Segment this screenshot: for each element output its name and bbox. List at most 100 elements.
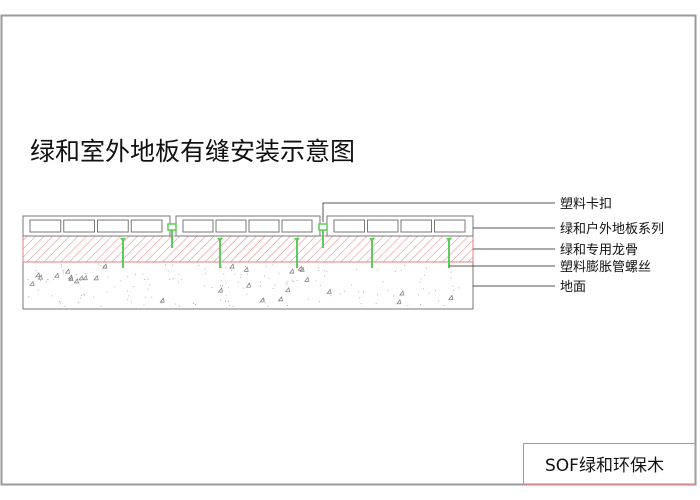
ground-texture [27,263,460,308]
speckle [394,271,396,273]
board-cavity [367,219,399,233]
speckle [286,283,288,285]
speckle [404,264,406,266]
speckle [407,305,409,307]
speckle [376,293,378,295]
aggregate-mark [73,278,79,284]
speckle [324,275,326,277]
speckle [285,282,287,284]
label-ground: 地面 [560,280,586,295]
joist-layer [22,235,474,263]
aggregate-mark [399,290,405,296]
aggregate-mark [229,263,235,269]
speckle [264,299,266,301]
speckle [339,293,341,295]
aggregate-mark [243,266,249,272]
speckle [60,303,62,305]
drawing-frame [0,14,697,486]
speckle [296,280,298,282]
speckle [93,296,95,298]
aggregate-mark [217,287,224,293]
speckle [221,267,223,269]
speckle [240,274,242,276]
speckle [291,280,293,282]
speckle [130,301,132,303]
speckle [228,305,230,307]
speckle [392,295,394,297]
speckle [324,270,326,272]
speckle [171,264,173,266]
aggregate-mark [297,265,303,271]
speckle [344,290,346,292]
label-board: 绿和户外地板系列 [560,221,664,237]
speckle [259,286,261,288]
speckle [106,291,108,293]
speckle [225,282,227,284]
speckle [267,306,269,308]
speckle [318,270,320,272]
aggregate-mark [35,272,41,278]
expansion-screws [120,223,452,268]
speckle [60,264,62,266]
speckle [35,270,37,272]
brand-text: SOF绿和环保木 [545,456,664,476]
speckle [418,294,420,296]
speckle [260,281,262,283]
speckle [97,263,99,265]
speckle [450,271,452,273]
speckle [78,302,80,304]
speckle [127,299,129,301]
speckle [458,287,460,289]
speckle [145,296,147,298]
speckle [85,273,87,275]
speckle [28,296,30,298]
speckle [143,304,145,306]
board-cavity [63,219,95,233]
speckle [128,295,130,297]
speckle [99,265,101,267]
speckle [227,287,229,289]
aggregate-mark [54,272,60,278]
speckle [423,287,425,289]
speckle [227,301,229,303]
label-screw: 塑料膨胀管螺丝 [560,260,651,275]
speckle [246,273,248,275]
speckle [223,273,225,275]
aggregate-mark [326,288,332,294]
speckle [239,276,241,278]
speckle [61,266,63,268]
speckle [135,273,137,275]
aggregate-mark [299,266,305,272]
speckle [274,284,276,286]
speckle [225,300,227,302]
speckle [64,306,66,308]
speckle [205,273,207,275]
speckle [120,280,122,282]
speckle [37,289,39,291]
speckle [175,303,177,305]
speckle [419,281,421,283]
board-cavity [248,219,280,233]
speckle [434,290,436,292]
speckle [83,293,85,295]
screw-head [294,238,300,242]
aggregate-mark [159,297,165,303]
speckle [286,304,288,306]
speckle [317,266,319,268]
speckle [244,265,246,267]
aggregate-mark [448,294,454,300]
speckle [149,284,151,286]
speckle [80,297,82,299]
aggregate-mark [396,299,402,305]
speckle [47,278,49,280]
speckle [53,278,55,280]
deck-boards [22,215,474,237]
speckle [234,273,236,275]
speckle [232,306,234,308]
speckle [452,285,454,287]
speckle [362,291,364,293]
screw-head [446,238,452,242]
speckle [315,280,317,282]
speckle [360,303,362,305]
speckle [107,276,109,278]
